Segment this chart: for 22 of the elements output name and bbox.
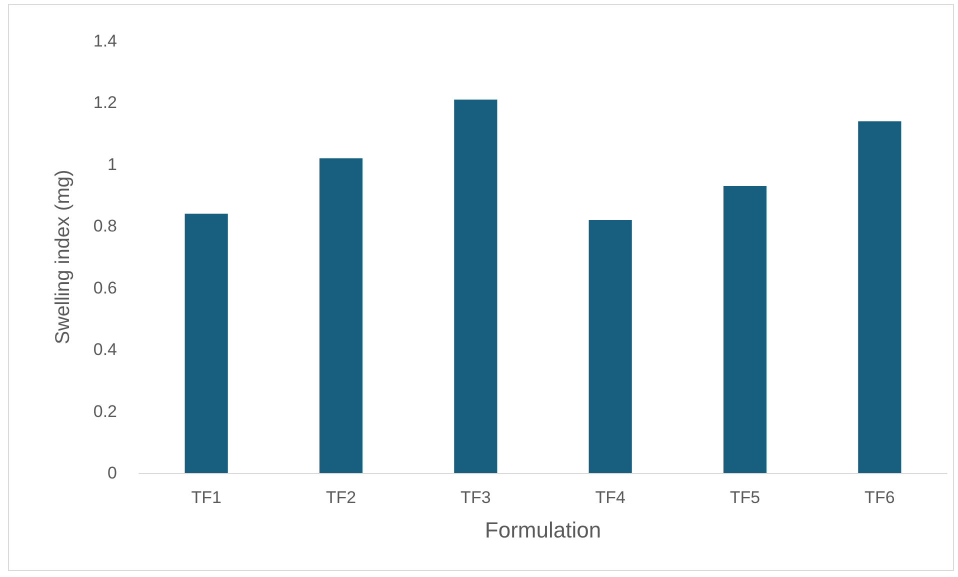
bar [184, 214, 228, 473]
y-tick-label: 1.4 [93, 32, 117, 50]
x-tick-label: TF6 [864, 488, 895, 507]
x-axis-title: Formulation [484, 518, 602, 542]
bar [858, 121, 902, 473]
bar [319, 158, 363, 473]
bar [454, 100, 498, 473]
x-tick-label: TF2 [326, 488, 356, 507]
y-tick-label: 1.2 [93, 93, 117, 112]
x-tick-label: TF4 [595, 488, 626, 507]
x-tick-label: TF5 [730, 488, 760, 507]
y-tick-label: 0.6 [93, 278, 117, 298]
y-axis-title: Swelling index (mg) [52, 170, 74, 344]
y-tick-label: 1 [108, 154, 117, 174]
y-tick-label: 0.8 [93, 216, 117, 236]
x-tick-label: TF3 [460, 488, 491, 507]
bar [723, 186, 767, 473]
y-tick-label: 0.2 [93, 402, 117, 421]
bar [588, 220, 632, 473]
y-tick-label: 0.4 [93, 340, 117, 360]
x-tick-label: TF1 [191, 488, 222, 507]
y-tick-label: 0 [108, 464, 117, 482]
